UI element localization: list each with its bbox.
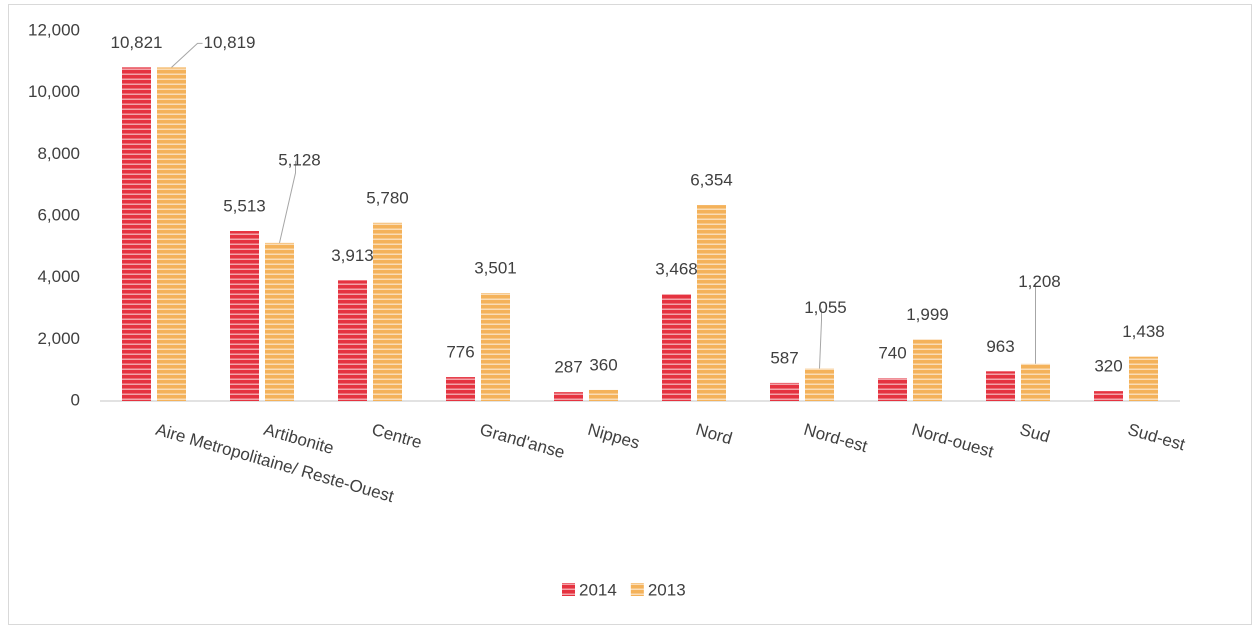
- bar: [1094, 391, 1123, 401]
- y-tick-label: 6,000: [37, 205, 80, 224]
- bar: [373, 222, 402, 401]
- bar: [554, 392, 583, 401]
- bar: [589, 389, 618, 401]
- leader-line: [171, 42, 203, 68]
- data-label: 10,819: [204, 33, 256, 52]
- legend-swatch: [630, 583, 644, 596]
- data-label: 587: [770, 348, 798, 367]
- bar: [1021, 363, 1050, 401]
- data-label: 3,913: [331, 246, 374, 265]
- data-label: 10,821: [111, 33, 163, 52]
- data-label: 5,513: [223, 197, 266, 216]
- bar: [697, 205, 726, 401]
- chart-border: [8, 4, 1252, 625]
- bar: [770, 382, 799, 401]
- leader-line: [819, 308, 822, 369]
- y-tick-label: 8,000: [37, 144, 80, 163]
- data-label: 1,999: [906, 305, 949, 324]
- legend-swatch: [562, 583, 575, 596]
- data-label: 287: [554, 358, 582, 377]
- bar: [986, 371, 1015, 401]
- bar: [1129, 356, 1158, 401]
- data-label: 1,438: [1122, 322, 1165, 341]
- y-tick-label: 4,000: [37, 267, 80, 286]
- leader-line: [279, 160, 296, 243]
- data-label: 963: [986, 337, 1014, 356]
- legend-label: 2013: [648, 580, 686, 599]
- y-tick-label: 0: [71, 390, 80, 409]
- data-label: 5,128: [278, 150, 321, 169]
- bar: [805, 368, 834, 401]
- y-tick-label: 2,000: [37, 329, 80, 348]
- bar: [662, 294, 691, 401]
- bar: [446, 377, 475, 401]
- bar: [913, 339, 942, 401]
- y-tick-label: 12,000: [28, 20, 80, 39]
- data-label: 320: [1094, 357, 1122, 376]
- bar: [878, 378, 907, 401]
- bar: [265, 242, 294, 401]
- legend-label: 2014: [579, 580, 617, 599]
- bar: [481, 293, 510, 401]
- data-label: 1,208: [1018, 272, 1061, 291]
- data-label: 5,780: [366, 188, 409, 207]
- data-label: 3,501: [474, 259, 517, 278]
- data-label: 3,468: [655, 260, 698, 279]
- data-label: 740: [878, 344, 906, 363]
- data-label: 776: [446, 343, 474, 362]
- bar: [157, 67, 186, 401]
- bar: [338, 280, 367, 401]
- data-label: 6,354: [690, 171, 733, 190]
- bar: [122, 67, 151, 401]
- data-label: 1,055: [804, 298, 847, 317]
- data-label: 360: [589, 355, 617, 374]
- y-tick-label: 10,000: [28, 82, 80, 101]
- bar: [230, 231, 259, 401]
